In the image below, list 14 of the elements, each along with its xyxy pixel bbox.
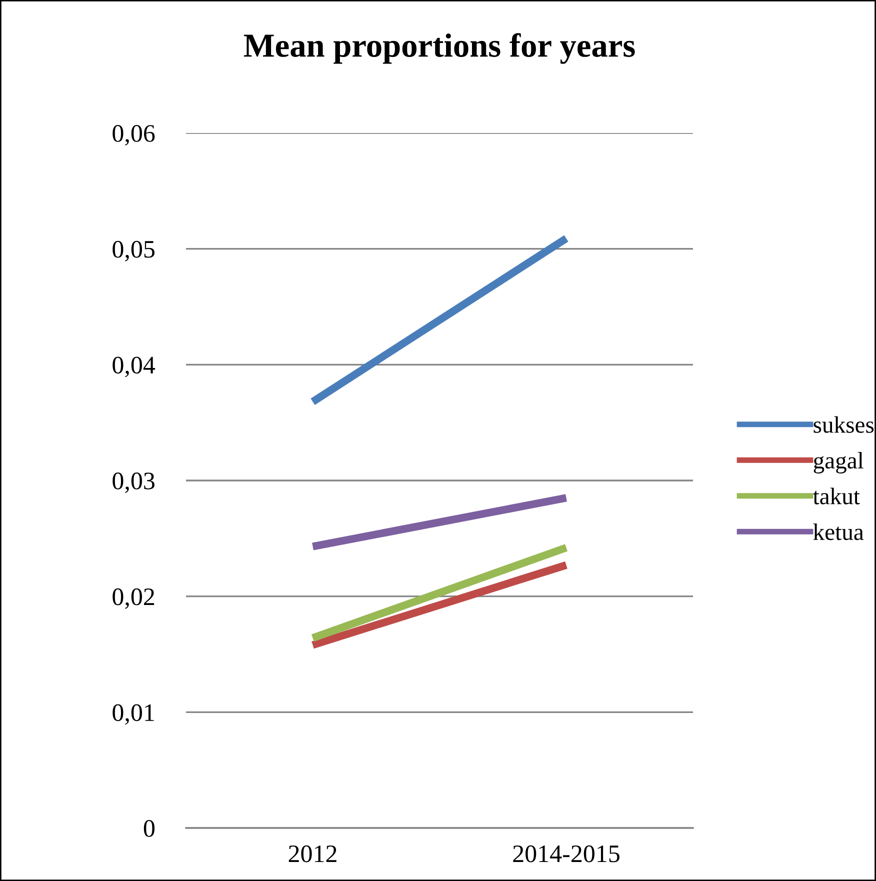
y-tick-label: 0,05: [112, 240, 154, 262]
legend-label: sukses: [814, 416, 874, 433]
legend-label: ketua: [813, 523, 864, 540]
legend-label: takut: [813, 488, 860, 504]
y-tick-label: 0,01: [112, 704, 154, 725]
y-tick-label: 0,04: [112, 356, 156, 378]
y-tick-label: 0: [144, 820, 154, 837]
legend-label: gagal: [814, 452, 864, 474]
x-tick-label: 2014-2015: [513, 845, 620, 862]
y-tick-label: 0,06: [112, 125, 155, 146]
y-tick-label: 0,02: [112, 588, 154, 609]
chart-title: Mean proportions for years: [244, 33, 635, 64]
x-tick-label: 2012: [288, 845, 336, 862]
y-tick-label: 0,03: [112, 472, 154, 494]
